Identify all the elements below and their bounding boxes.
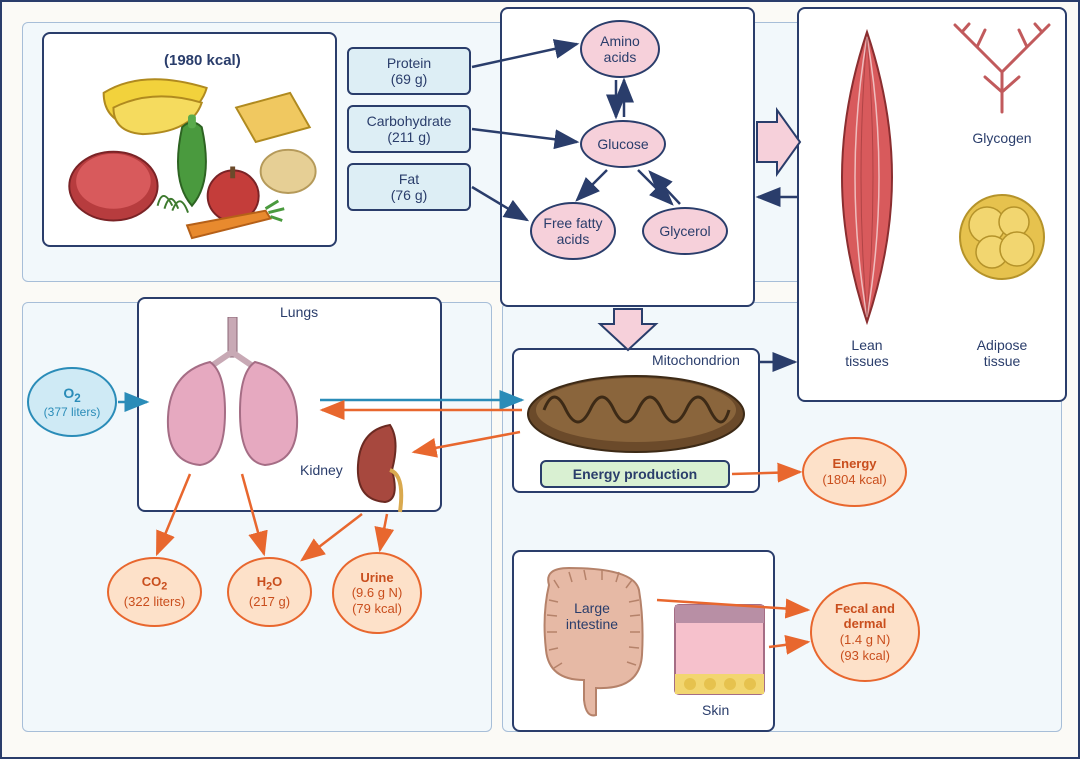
fat-name: Fat (353, 171, 465, 187)
protein-box: Protein (69 g) (347, 47, 471, 95)
kidney-label: Kidney (300, 462, 343, 478)
mito-label: Mitochondrion (652, 352, 740, 368)
urine-oval: Urine (9.6 g N) (79 kcal) (332, 552, 422, 634)
energy-amount: (1804 kcal) (808, 472, 901, 488)
intestine-label: Large intestine (557, 600, 627, 632)
fecal-l3: (1.4 g N) (816, 632, 914, 648)
co2-amount: (322 liters) (113, 594, 196, 610)
h2o-oval: H2O (217 g) (227, 557, 312, 627)
skin-icon (672, 602, 767, 697)
energy-name: Energy (808, 456, 901, 472)
carb-box: Carbohydrate (211 g) (347, 105, 471, 153)
fat-box: Fat (76 g) (347, 163, 471, 211)
urine-name: Urine (338, 570, 416, 586)
mito-icon (524, 372, 749, 457)
o2-amount: (377 liters) (33, 405, 111, 419)
co2-name: CO2 (113, 574, 196, 594)
protein-amount: (69 g) (353, 71, 465, 87)
fecal-l1: Fecal and (816, 601, 914, 617)
muscle-icon (807, 27, 927, 327)
glycerol-oval: Glycerol (642, 207, 728, 255)
fecal-l2: dermal (816, 616, 914, 632)
glycogen-label: Glycogen (962, 130, 1042, 146)
energy-production-box: Energy production (540, 460, 730, 488)
urine-l3: (79 kcal) (338, 601, 416, 617)
o2-oval: O2 (377 liters) (27, 367, 117, 437)
fat-amount: (76 g) (353, 187, 465, 203)
adipose-icon (952, 187, 1052, 287)
glycogen-icon (947, 22, 1057, 122)
skin-label: Skin (702, 702, 729, 718)
lungs-icon (150, 317, 315, 472)
intestine-icon (524, 560, 659, 720)
urine-l2: (9.6 g N) (338, 585, 416, 601)
ffa-oval: Free fatty acids (530, 202, 616, 260)
diagram-canvas: (1980 kcal) Protein (69 g (0, 0, 1080, 759)
adipose-label: Adipose tissue (962, 337, 1042, 369)
amino-oval: Amino acids (580, 20, 660, 78)
carb-amount: (211 g) (353, 129, 465, 145)
h2o-amount: (217 g) (233, 594, 306, 610)
fecal-l4: (93 kcal) (816, 648, 914, 664)
co2-oval: CO2 (322 liters) (107, 557, 202, 627)
energy-oval: Energy (1804 kcal) (802, 437, 907, 507)
protein-name: Protein (353, 55, 465, 71)
fecal-oval: Fecal and dermal (1.4 g N) (93 kcal) (810, 582, 920, 682)
food-panel: (1980 kcal) (42, 32, 337, 247)
food-illustration (44, 34, 335, 245)
o2-name: O2 (33, 385, 111, 405)
glucose-oval: Glucose (580, 120, 666, 168)
kidney-icon (350, 420, 415, 515)
lean-label: Lean tissues (832, 337, 902, 369)
carb-name: Carbohydrate (353, 113, 465, 129)
h2o-name: H2O (233, 574, 306, 594)
